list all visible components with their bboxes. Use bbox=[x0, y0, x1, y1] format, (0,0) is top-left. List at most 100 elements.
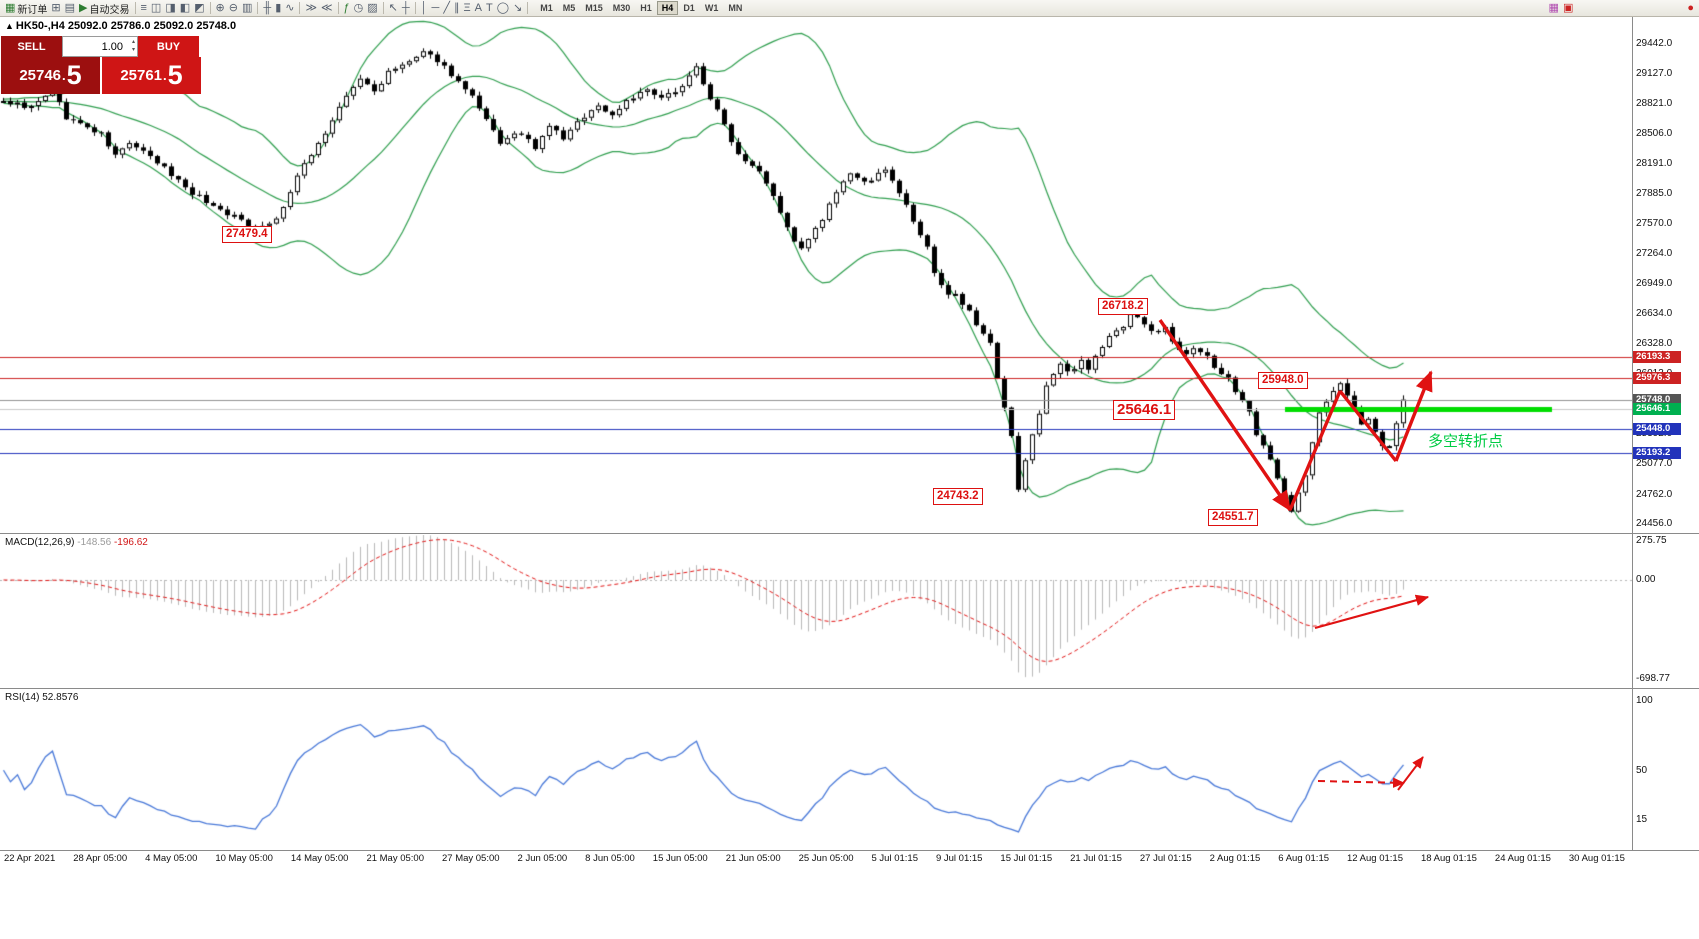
main-chart-canvas[interactable] bbox=[0, 17, 1632, 533]
price-annotation[interactable]: 26718.2 bbox=[1098, 298, 1148, 315]
buy-price-dot: . bbox=[163, 68, 167, 83]
new-chart-button[interactable]: ⊞ bbox=[49, 1, 62, 15]
macd-rsi-separator[interactable] bbox=[0, 688, 1699, 689]
tile-windows-button[interactable]: ▥ bbox=[240, 1, 254, 15]
time-axis-label: 4 May 05:00 bbox=[145, 853, 198, 864]
time-axis-label: 2 Jun 05:00 bbox=[517, 853, 568, 864]
toolbar-separator bbox=[257, 2, 259, 14]
templates-button[interactable]: ▨ bbox=[365, 1, 379, 15]
candlestick-chart-button[interactable]: ▮ bbox=[273, 1, 283, 15]
symbol-ohlc-text: HK50-,H4 25092.0 25786.0 25092.0 25748.0 bbox=[15, 20, 237, 32]
vertical-line-button[interactable]: │ bbox=[419, 1, 430, 15]
crosshair-button[interactable]: ┼ bbox=[400, 1, 412, 15]
text-label-button[interactable]: T bbox=[484, 1, 495, 15]
volume-input[interactable]: 1.00 ▴ ▾ bbox=[62, 36, 138, 57]
buy-price-main: 25761 bbox=[120, 67, 163, 84]
line-chart-button[interactable]: ∿ bbox=[283, 1, 296, 15]
zoom-in-button[interactable]: ⊕ bbox=[214, 1, 227, 15]
channel-button[interactable]: ∥ bbox=[452, 1, 462, 15]
buy-price[interactable]: 25761. 5 bbox=[102, 57, 201, 94]
terminal-button[interactable]: ◧ bbox=[178, 1, 192, 15]
time-axis-label: 30 Aug 01:15 bbox=[1568, 853, 1625, 864]
indicators-button[interactable]: ƒ bbox=[342, 1, 352, 15]
timeframe-buttons: M1 M5 M15 M30 H1 H4 D1 W1 MN bbox=[535, 1, 747, 15]
market-watch-button[interactable]: ≡ bbox=[139, 1, 149, 15]
window-indicator-dot-icon: ● bbox=[1687, 1, 1694, 14]
timeframe-h4-button[interactable]: H4 bbox=[656, 1, 679, 15]
timeframe-m5-button[interactable]: M5 bbox=[562, 3, 576, 13]
toolbar-separator bbox=[337, 2, 339, 14]
alert-icon[interactable]: ▣ bbox=[1561, 1, 1575, 15]
sell-price[interactable]: 25746. 5 bbox=[1, 57, 100, 94]
price-annotation[interactable]: 24551.7 bbox=[1208, 509, 1258, 526]
macd-panel-canvas[interactable] bbox=[0, 535, 1632, 688]
price-annotation[interactable]: 25948.0 bbox=[1258, 372, 1308, 389]
macd-scale-label: 275.75 bbox=[1636, 535, 1667, 546]
rsi-indicator-label: RSI(14) 52.8576 bbox=[5, 692, 78, 703]
zoom-in-icon: ⊕ bbox=[215, 1, 225, 14]
sell-button[interactable]: SELL bbox=[1, 36, 62, 57]
cursor-icon: ↖ bbox=[388, 1, 398, 14]
zoom-out-icon: ⊖ bbox=[228, 1, 238, 14]
window-indicator-dot[interactable]: ● bbox=[1685, 1, 1696, 15]
color-grid-icon[interactable]: ▦ bbox=[1547, 1, 1561, 15]
navigator-button[interactable]: ◨ bbox=[163, 1, 177, 15]
fibonacci-button[interactable]: Ξ bbox=[461, 1, 472, 15]
indicators-icon: ƒ bbox=[343, 1, 350, 14]
turning-point-note[interactable]: 多空转折点 bbox=[1428, 433, 1504, 450]
one-click-panel-toggle[interactable]: ▲ bbox=[5, 21, 14, 31]
chart-macd-separator[interactable] bbox=[0, 533, 1699, 534]
time-periods-button[interactable]: ◷ bbox=[352, 1, 366, 15]
buy-button[interactable]: BUY bbox=[138, 36, 199, 57]
price-axis-label: 26328.0 bbox=[1636, 337, 1673, 349]
horizontal-line-button[interactable]: ─ bbox=[430, 1, 442, 15]
spinner-up-icon[interactable]: ▴ bbox=[131, 39, 135, 45]
price-axis-separator bbox=[1632, 17, 1633, 851]
auto-trading-button[interactable]: ▶ 自动交易 bbox=[77, 1, 131, 16]
ellipse-button[interactable]: ◯ bbox=[495, 1, 511, 15]
line-chart-icon: ∿ bbox=[285, 1, 295, 14]
time-axis-label: 21 Jun 05:00 bbox=[725, 853, 781, 864]
price-axis-label: 29127.0 bbox=[1636, 68, 1673, 80]
trendline-button[interactable]: ╱ bbox=[441, 1, 452, 15]
text-button[interactable]: A bbox=[473, 1, 484, 15]
price-badge: 25646.1 bbox=[1633, 403, 1681, 416]
cursor-button[interactable]: ↖ bbox=[387, 1, 400, 15]
timeframe-w1-button[interactable]: W1 bbox=[704, 3, 719, 13]
price-axis-label: 28821.0 bbox=[1636, 97, 1673, 109]
chart-profiles-button[interactable]: ▤ bbox=[63, 1, 77, 15]
timeframe-mn-button[interactable]: MN bbox=[728, 3, 743, 13]
timeframe-m30-button[interactable]: M30 bbox=[612, 3, 631, 13]
rsi-panel-canvas[interactable] bbox=[0, 690, 1632, 850]
toolbar: ▦ 新订单 ⊞ ▤ ▶ 自动交易 ≡ ◫ ◨ ◧ ◩ ⊕ ⊖ ▥ ╫ ▮ ∿ ≫ ≪ ƒ ◷ ▨ ↖ ┼ │ ─ ╱ ∥ Ξ A T ◯ ↘ M1… bbox=[0, 0, 1699, 17]
data-window-button[interactable]: ◫ bbox=[149, 1, 163, 15]
bar-chart-button[interactable]: ╫ bbox=[261, 1, 273, 15]
order-panel-price-row: 25746. 5 25761. 5 bbox=[1, 57, 201, 94]
volume-value: 1.00 bbox=[101, 40, 123, 53]
price-annotation[interactable]: 25646.1 bbox=[1113, 400, 1176, 420]
chart-shift-button[interactable]: ≪ bbox=[319, 1, 335, 15]
horizontal-line-icon: ─ bbox=[431, 1, 440, 14]
price-badge: 25976.3 bbox=[1633, 371, 1681, 384]
price-annotation[interactable]: 27479.4 bbox=[222, 226, 272, 243]
timeframe-d1-button[interactable]: D1 bbox=[683, 3, 695, 13]
arrow-object-button[interactable]: ↘ bbox=[511, 1, 524, 15]
time-axis-label: 10 May 05:00 bbox=[215, 853, 273, 864]
time-axis-label: 27 May 05:00 bbox=[441, 853, 500, 864]
spinner-down-icon[interactable]: ▾ bbox=[131, 47, 135, 53]
rsi-scale-label: 100 bbox=[1636, 695, 1653, 706]
new-order-button[interactable]: ▦ 新订单 bbox=[3, 1, 49, 16]
timeframe-m1-button[interactable]: M1 bbox=[540, 3, 553, 13]
alert-icon-icon: ▣ bbox=[1562, 1, 1574, 14]
strategy-tester-button[interactable]: ◩ bbox=[192, 1, 206, 15]
price-annotation[interactable]: 24743.2 bbox=[933, 488, 983, 505]
auto-scroll-button[interactable]: ≫ bbox=[303, 1, 319, 15]
volume-spinner[interactable]: ▴ ▾ bbox=[132, 38, 135, 54]
zoom-out-button[interactable]: ⊖ bbox=[227, 1, 240, 15]
timeframe-h1-button[interactable]: H1 bbox=[640, 3, 652, 13]
navigator-icon: ◨ bbox=[165, 1, 176, 14]
price-axis-label: 29442.0 bbox=[1636, 38, 1673, 49]
time-axis-label: 6 Aug 01:15 bbox=[1278, 853, 1330, 864]
timeframe-m15-button[interactable]: M15 bbox=[585, 3, 603, 13]
